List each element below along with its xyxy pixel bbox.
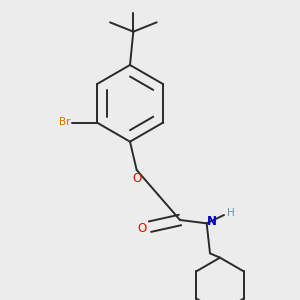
Text: O: O [137,222,147,235]
Text: N: N [207,215,217,228]
Text: H: H [227,208,235,218]
Text: Br: Br [58,118,70,128]
Text: O: O [132,172,141,185]
